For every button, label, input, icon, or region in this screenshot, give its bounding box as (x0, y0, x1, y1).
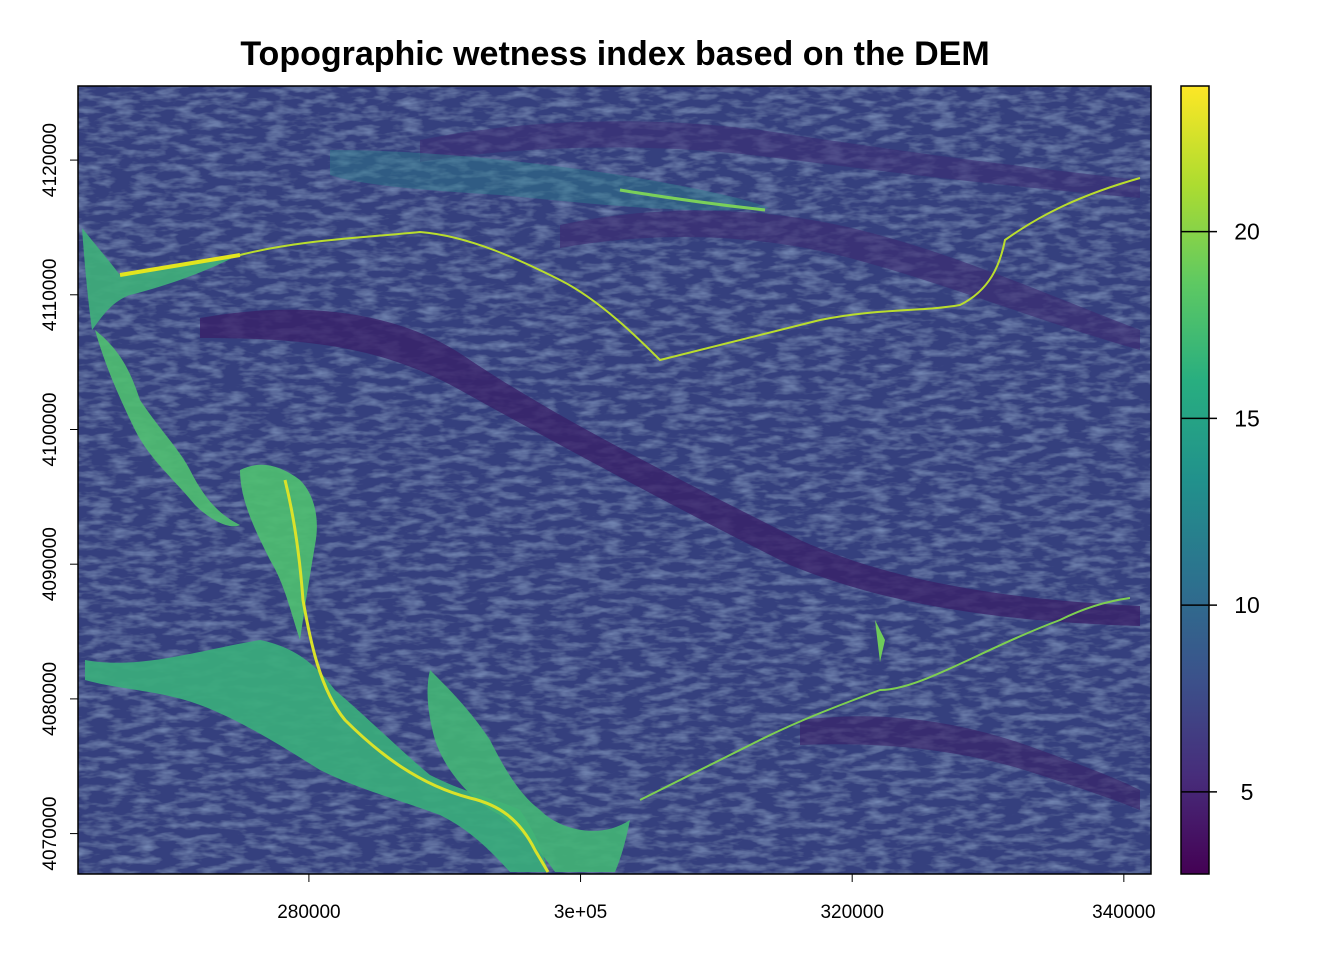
stream-east-inlet (875, 620, 885, 662)
stream-central-spine (283, 479, 550, 873)
map-title: Topographic wetness index based on the D… (240, 35, 989, 73)
stream-main-river (239, 177, 1141, 362)
ridge-northeast (560, 210, 1140, 350)
y-tick-label: 4070000 (40, 797, 61, 871)
stream-reservoir-spine (119, 253, 241, 277)
legend-tick-label: 5 (1241, 779, 1254, 805)
legend-ticks: 5 10 15 20 (1181, 219, 1260, 805)
x-tick-label: 3e+05 (554, 902, 607, 923)
stream-south-channel (639, 597, 1131, 801)
y-axis: 4070000 4080000 4090000 4100000 4110000 41200… (40, 123, 78, 871)
tdi-raster (78, 86, 1151, 874)
ridge-southeast (800, 716, 1140, 810)
x-tick-label: 320000 (820, 902, 883, 923)
legend-tick-label: 20 (1234, 219, 1260, 245)
y-tick-label: 4090000 (40, 527, 61, 601)
reservoir-west-arm (95, 330, 240, 527)
reservoir-main-body (85, 640, 548, 872)
reservoir-northwest (82, 228, 240, 330)
y-tick-label: 4100000 (40, 393, 61, 467)
legend-tick-label: 15 (1234, 405, 1260, 431)
reservoir-central-branch (240, 464, 317, 640)
ridge-central (200, 309, 1140, 626)
legend-tick-label: 10 (1234, 592, 1260, 618)
x-tick-label: 340000 (1092, 902, 1155, 923)
ridge-north (420, 121, 1140, 198)
x-tick-label: 280000 (277, 902, 340, 923)
y-tick-label: 4120000 (40, 123, 61, 197)
y-tick-label: 4080000 (40, 662, 61, 736)
map-frame (77, 85, 1152, 875)
legend-colorbar (1180, 85, 1210, 875)
reservoir-south-arm (427, 670, 630, 872)
y-tick-label: 4110000 (40, 259, 61, 332)
x-axis: 280000 3e+05 320000 340000 (277, 874, 1156, 923)
stream-north-fan-line (619, 188, 766, 212)
